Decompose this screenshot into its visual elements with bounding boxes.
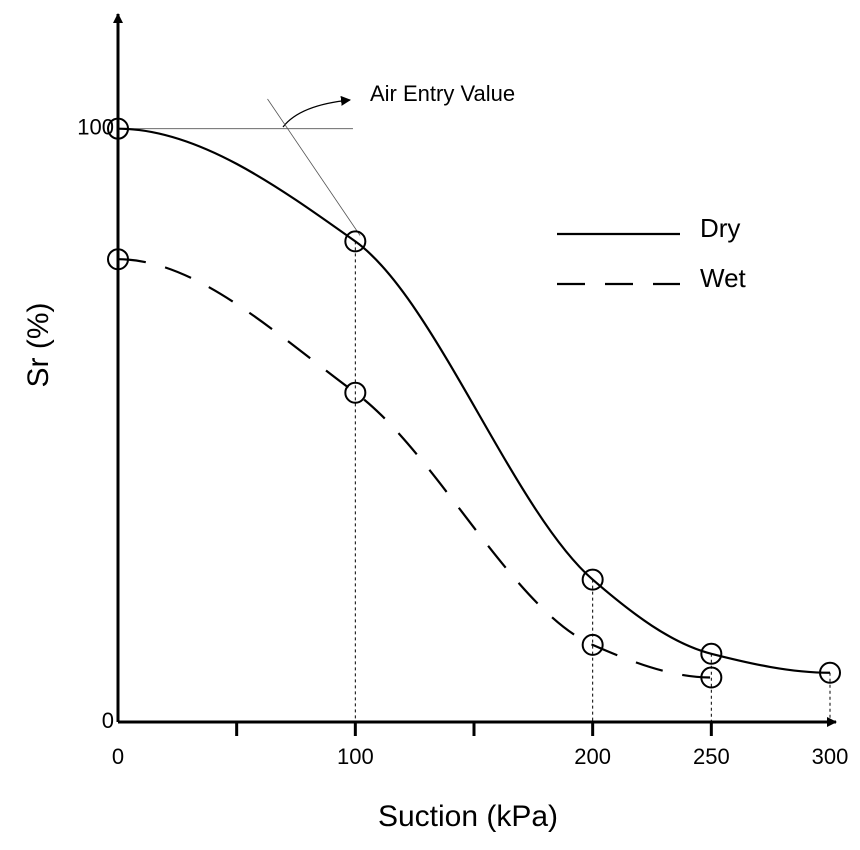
tangent-line (267, 98, 361, 236)
data-point (819, 661, 841, 684)
annotation: Air Entry Value (370, 81, 515, 106)
data-point (344, 230, 367, 253)
data-point (107, 117, 129, 140)
y-tick-label: 0 (102, 708, 114, 733)
series-line (117, 258, 712, 679)
data-point (581, 633, 604, 656)
x-tick-label: 100 (337, 744, 374, 769)
x-tick-label: 250 (693, 744, 730, 769)
legend-label: Wet (700, 263, 747, 293)
legend-label: Dry (700, 213, 740, 243)
x-tick-label: 200 (574, 744, 611, 769)
series-line (117, 127, 831, 674)
x-tick-label: 300 (812, 744, 849, 769)
data-point (700, 666, 723, 689)
data-point (581, 568, 604, 591)
data-point (700, 642, 723, 665)
x-tick-label: 0 (112, 744, 124, 769)
data-point (344, 381, 367, 404)
y-axis-title: Sr (%) (22, 303, 55, 388)
data-point (107, 248, 129, 271)
x-axis-title: Suction (kPa) (378, 800, 558, 833)
annotation-arrow (282, 95, 351, 128)
